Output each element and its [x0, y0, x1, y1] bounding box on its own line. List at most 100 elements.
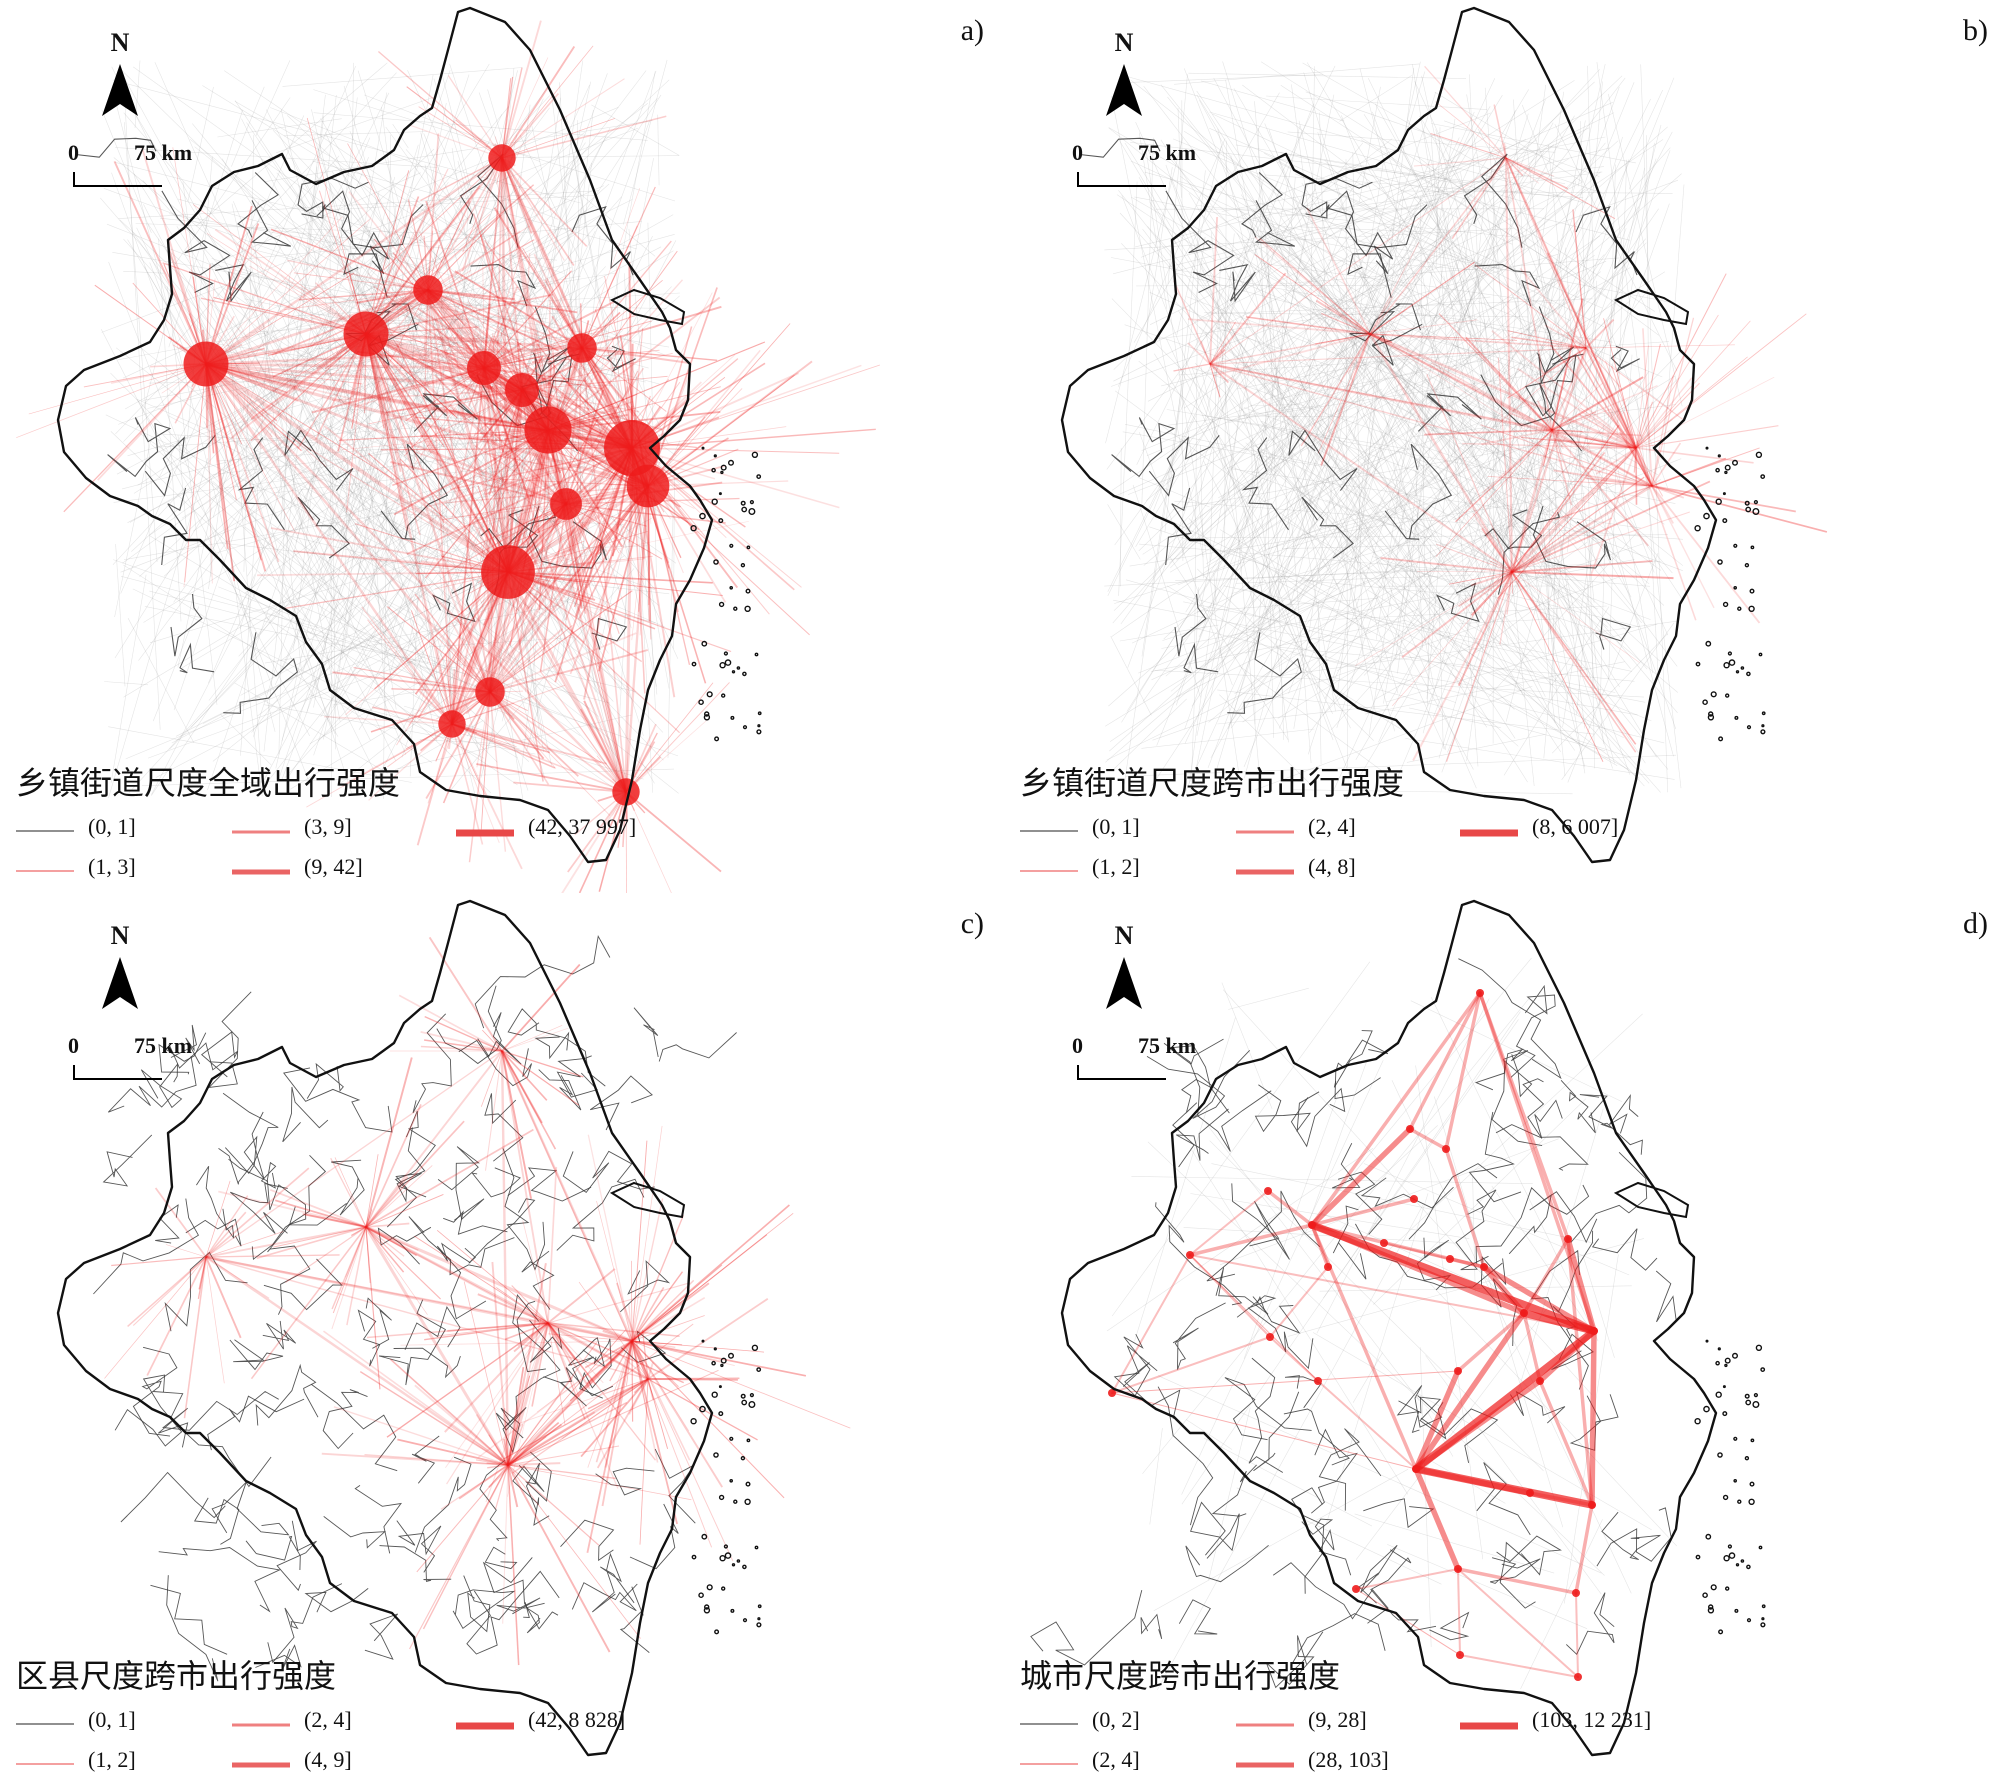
hub-link — [547, 428, 649, 488]
admin-border-line — [1157, 1386, 1214, 1526]
weak-flow-line — [1130, 74, 1324, 83]
flow-line — [639, 1378, 649, 1545]
weak-flow-line — [141, 768, 675, 786]
weak-flow-line — [174, 97, 291, 265]
weak-flow-line — [1547, 144, 1595, 603]
flow-line — [205, 216, 343, 365]
weak-flow-line — [1277, 479, 1662, 719]
admin-border-line — [267, 1206, 311, 1315]
weak-flow-line — [308, 322, 401, 536]
weak-flow-line — [231, 372, 279, 552]
flow-line — [1369, 333, 1518, 341]
flow-line — [581, 240, 672, 349]
flow-line — [483, 270, 573, 369]
weak-flow-line — [1246, 247, 1650, 585]
weak-flow-line — [1184, 151, 1477, 795]
flow-hub-h3 — [321, 1261, 719, 1666]
weak-flow-line — [1219, 529, 1618, 767]
weak-flow-line — [338, 286, 441, 322]
weak-flow-line — [264, 120, 653, 182]
weak-flow-line — [1153, 1468, 1409, 1612]
hub-link — [507, 484, 649, 574]
weak-flow-line — [1120, 448, 1122, 587]
city-node-yangzhou — [1410, 1195, 1418, 1203]
flow-line — [449, 447, 633, 491]
hub-link — [365, 332, 549, 432]
weak-flow-line — [239, 115, 305, 265]
flow-line — [1651, 457, 1727, 487]
hub-link — [630, 447, 650, 487]
weak-flow-line — [1226, 368, 1575, 422]
flow-line — [293, 550, 509, 573]
city-node-nantong — [1564, 1235, 1572, 1243]
flow-line — [359, 1370, 509, 1466]
flow-line — [507, 1464, 600, 1546]
weak-flow-line — [327, 355, 488, 415]
weak-flow-line — [243, 134, 255, 572]
panel-label: c) — [960, 907, 984, 940]
weak-flow-line — [1424, 425, 1476, 437]
coastal-island — [731, 670, 736, 674]
hub-link — [501, 157, 583, 349]
weak-flow-line — [490, 471, 659, 606]
admin-border-line — [1524, 353, 1584, 417]
flow-line — [1651, 485, 1675, 524]
weak-flow-line — [151, 358, 377, 795]
weak-flow-line — [279, 363, 420, 777]
city-flow-line — [1522, 1237, 1570, 1315]
weak-flow-line — [1253, 210, 1316, 530]
weak-flow-line — [1406, 734, 1545, 763]
weak-flow-line — [129, 214, 674, 523]
admin-border-line — [633, 1007, 659, 1057]
city-flow-line — [1444, 1147, 1486, 1269]
coastal-island — [1715, 498, 1722, 505]
admin-border-line — [343, 253, 388, 298]
coastal-island — [1717, 1452, 1723, 1458]
hub-link — [1505, 157, 1587, 349]
admin-border-line — [107, 417, 172, 478]
flow-line — [183, 1256, 207, 1419]
flow-line — [1505, 157, 1524, 177]
legend-title: 乡镇街道尺度跨市出行强度 — [1020, 764, 1405, 802]
coastal-island — [724, 1552, 732, 1559]
weak-flow-line — [544, 70, 657, 370]
weak-flow-line — [1288, 110, 1516, 694]
hub-link — [546, 347, 584, 431]
weak-flow-line — [1205, 479, 1349, 665]
city-flow-line — [1413, 1466, 1461, 1572]
admin-border-line — [255, 1363, 319, 1426]
admin-border-line — [595, 1467, 655, 1496]
weak-flow-line — [121, 576, 610, 704]
weak-flow-line — [311, 410, 348, 546]
north-arrow: N — [1102, 921, 1146, 1009]
weak-flow-line — [429, 637, 573, 648]
flow-line — [631, 1279, 695, 1342]
flow-line — [536, 343, 649, 487]
flow-hub-h9 — [435, 186, 722, 492]
panel-label: b) — [1963, 14, 1988, 47]
weak-flow-line — [252, 224, 302, 671]
north-arrow: N — [1102, 28, 1146, 116]
flow-line — [473, 444, 567, 505]
flow-line — [365, 1226, 381, 1390]
north-letter: N — [110, 28, 130, 57]
weak-flow-line — [1150, 250, 1435, 588]
weak-flow-line — [1355, 1307, 1548, 1560]
flow-line — [626, 1340, 633, 1386]
flow-line — [631, 364, 862, 449]
weak-flow-line — [292, 157, 491, 534]
weak-flow-line — [100, 328, 310, 737]
flow-line — [581, 347, 718, 362]
weak-flow-line — [127, 246, 662, 523]
weak-flow-line — [1183, 601, 1396, 645]
admin-border-line — [560, 1519, 615, 1562]
flow-line — [1355, 571, 1513, 666]
weak-flow-line — [323, 471, 648, 702]
weak-flow-line — [1312, 605, 1589, 670]
flow-line — [365, 1057, 413, 1228]
weak-flow-line — [177, 434, 188, 544]
flow-line — [647, 485, 652, 640]
weak-flow-line — [1453, 474, 1561, 521]
admin-border-line — [404, 1305, 461, 1350]
weak-flow-line — [110, 431, 492, 794]
